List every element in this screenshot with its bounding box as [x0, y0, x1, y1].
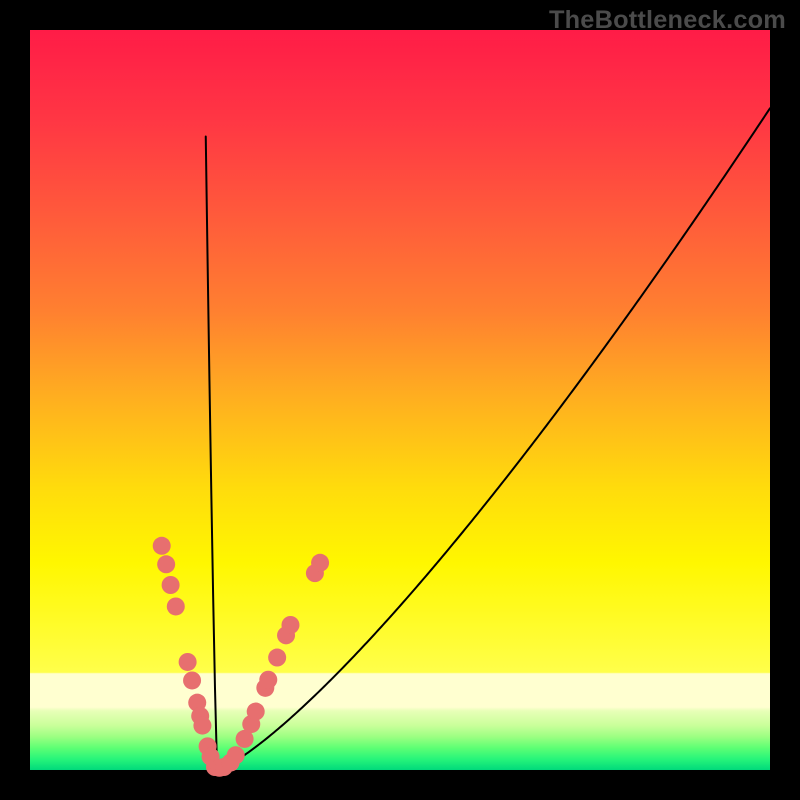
- data-point: [259, 671, 277, 689]
- data-point: [247, 703, 265, 721]
- data-point: [311, 554, 329, 572]
- data-point: [179, 653, 197, 671]
- chart-frame: TheBottleneck.com: [0, 0, 800, 800]
- data-point: [268, 649, 286, 667]
- data-point: [227, 746, 245, 764]
- data-point: [183, 671, 201, 689]
- data-point: [153, 537, 171, 555]
- data-point: [157, 555, 175, 573]
- watermark-text: TheBottleneck.com: [549, 6, 786, 35]
- data-point: [281, 616, 299, 634]
- data-point: [193, 717, 211, 735]
- data-point: [162, 576, 180, 594]
- bottleneck-chart: [0, 0, 800, 800]
- plot-background: [30, 30, 770, 770]
- data-point: [167, 597, 185, 615]
